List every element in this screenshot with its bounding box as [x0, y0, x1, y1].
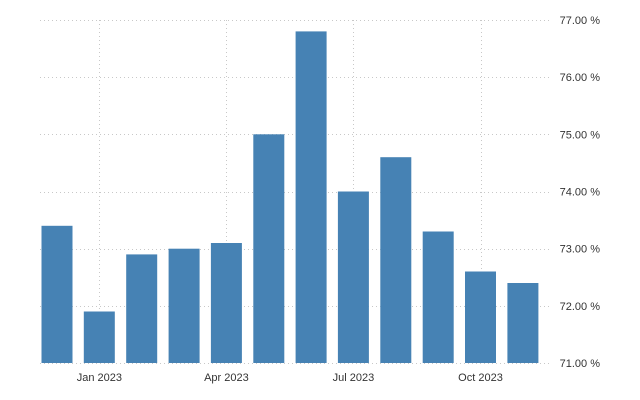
y-tick-label: 73.00 %	[560, 244, 601, 256]
bar[interactable]	[83, 311, 115, 364]
bar[interactable]	[422, 231, 454, 364]
y-tick-label: 75.00 %	[560, 129, 601, 141]
y-tick-label: 77.00 %	[560, 15, 601, 27]
bar[interactable]	[295, 31, 327, 364]
bar[interactable]	[168, 248, 200, 363]
bar[interactable]	[465, 271, 496, 364]
y-tick-label: 76.00 %	[560, 72, 601, 84]
bar[interactable]	[380, 157, 412, 363]
bars	[41, 31, 539, 364]
y-tick-label: 72.00 %	[560, 301, 601, 313]
x-tick-label: Jul 2023	[333, 372, 375, 384]
bar[interactable]	[337, 191, 369, 364]
x-tick-label: Oct 2023	[458, 372, 503, 384]
bar[interactable]	[126, 254, 158, 363]
y-axis-ticks: 71.00 % 72.00 % 73.00 % 74.00 % 75.00 % 76.00…	[560, 15, 601, 370]
x-tick-label: Apr 2023	[204, 372, 249, 384]
bar[interactable]	[41, 225, 73, 363]
bar[interactable]	[253, 134, 285, 363]
bar[interactable]	[507, 283, 539, 363]
x-tick-label: Jan 2023	[77, 372, 122, 384]
x-axis-ticks: Jan 2023 Apr 2023 Jul 2023 Oct 2023	[77, 372, 503, 384]
bar[interactable]	[210, 243, 242, 363]
y-tick-label: 71.00 %	[560, 358, 601, 370]
y-tick-label: 74.00 %	[560, 187, 601, 199]
